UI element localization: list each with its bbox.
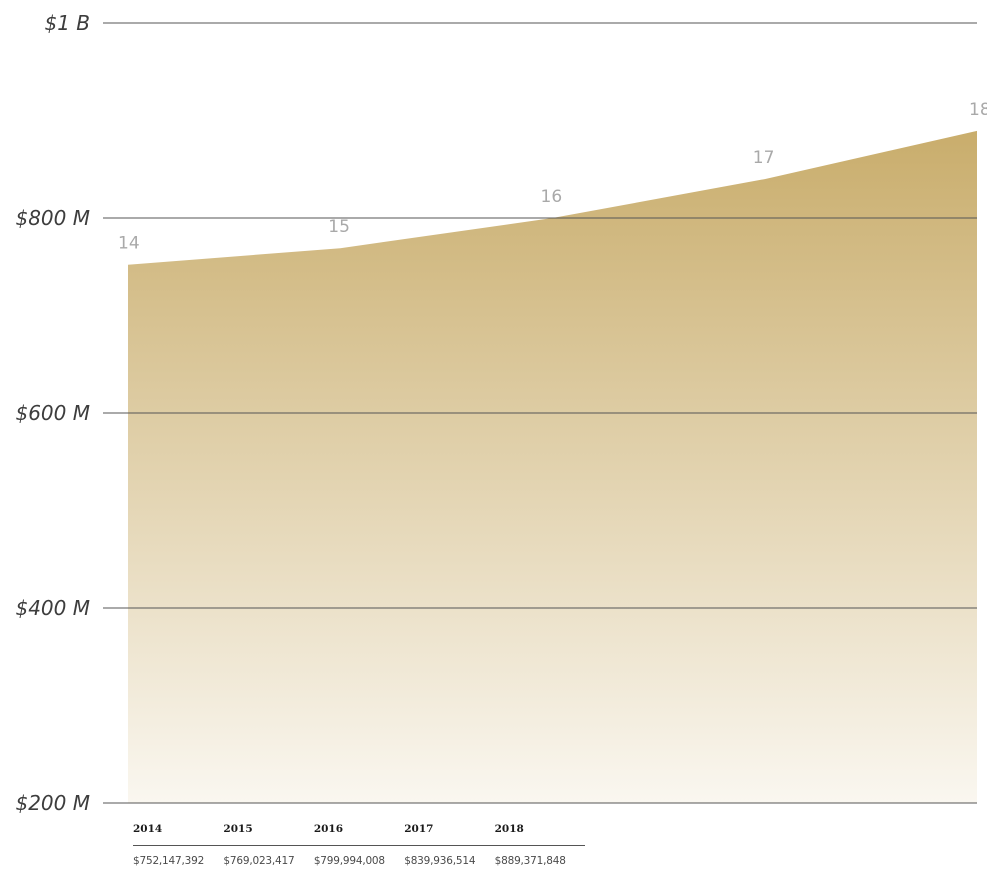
table-amount: $799,994,008 bbox=[313, 855, 385, 867]
table-values-row: $752,147,392 $769,023,417 $799,994,008 $… bbox=[133, 846, 585, 867]
table-header-row: 2014 2015 2016 2017 2018 bbox=[133, 818, 585, 845]
revenue-area bbox=[128, 130, 977, 803]
y-tick-label: $400 M bbox=[15, 596, 90, 620]
point-label: 18 bbox=[969, 100, 987, 120]
table-amount: $752,147,392 bbox=[133, 855, 205, 867]
table-year: 2016 bbox=[313, 823, 344, 835]
y-tick-label: $600 M bbox=[15, 401, 90, 425]
point-label: 15 bbox=[328, 217, 350, 237]
table-year: 2014 bbox=[133, 823, 163, 835]
table-divider bbox=[133, 845, 585, 846]
y-tick-label: $800 M bbox=[15, 206, 90, 230]
y-tick-label: $200 M bbox=[15, 791, 90, 815]
point-labels: 14 15 16 17 18 bbox=[118, 100, 987, 254]
point-label: 16 bbox=[541, 187, 563, 207]
table-amount: $769,023,417 bbox=[223, 855, 295, 867]
y-axis-tick-labels: $200 M $400 M $600 M $800 M $1 B bbox=[15, 11, 90, 815]
y-tick-label: $1 B bbox=[44, 11, 90, 35]
table-year: 2015 bbox=[223, 823, 253, 835]
table-year: 2017 bbox=[404, 823, 434, 835]
table-amount: $839,936,514 bbox=[404, 855, 476, 867]
point-label: 14 bbox=[118, 234, 140, 254]
table-year: 2018 bbox=[494, 823, 524, 835]
data-table: 2014 2015 2016 2017 2018 $752,147,392 $7… bbox=[133, 818, 585, 867]
gridlines bbox=[103, 22, 977, 804]
table-amount: $889,371,848 bbox=[494, 855, 566, 867]
point-label: 17 bbox=[753, 148, 775, 168]
